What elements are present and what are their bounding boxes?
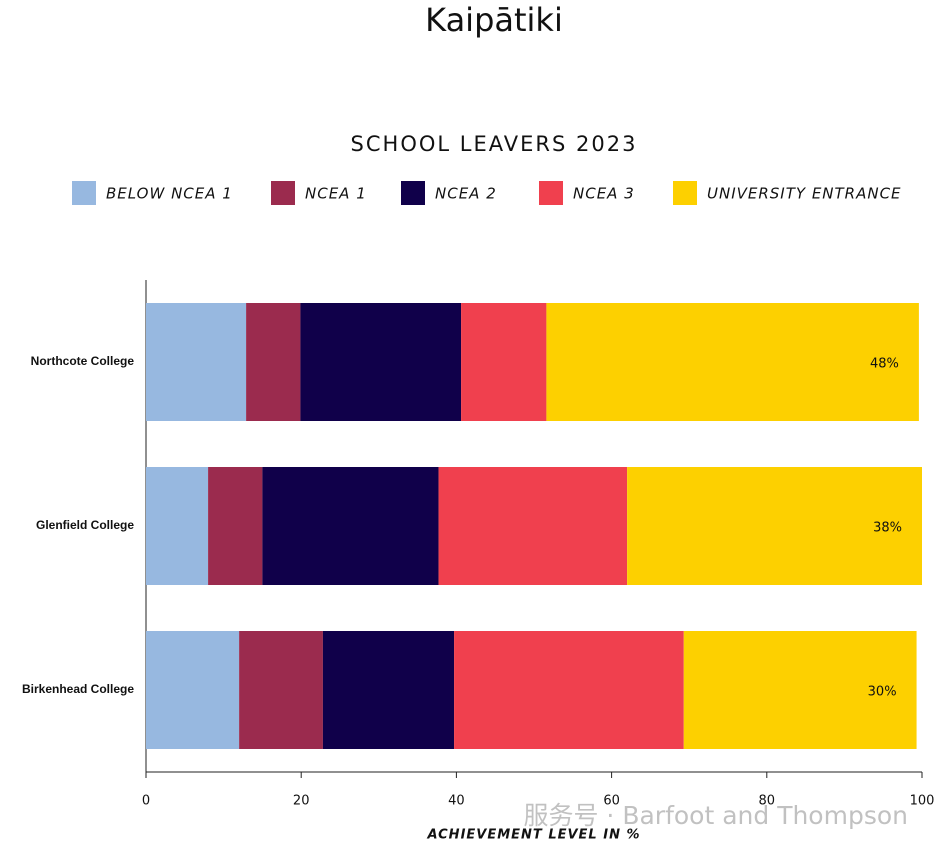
- legend-label: NCEA 3: [573, 185, 635, 203]
- x-tick-label: 20: [293, 794, 310, 809]
- y-tick-label: Glenfield College: [36, 518, 134, 532]
- bar-segment: [146, 631, 240, 749]
- legend-swatch: [539, 181, 563, 205]
- legend-swatch: [72, 181, 96, 205]
- bar-segment: [300, 303, 462, 421]
- x-tick-label: 80: [759, 794, 776, 809]
- data-label: 48%: [870, 357, 899, 372]
- data-label: 30%: [868, 685, 897, 700]
- y-tick-label: Northcote College: [31, 354, 135, 368]
- bar-segment: [454, 631, 684, 749]
- data-label: 38%: [873, 521, 902, 536]
- chart-title: Kaipātiki: [425, 1, 563, 39]
- y-tick-label: Birkenhead College: [22, 682, 134, 696]
- x-axis-label: ACHIEVEMENT LEVEL IN %: [426, 828, 640, 843]
- bar-segment: [262, 467, 439, 585]
- bar-segment: [239, 631, 323, 749]
- bar-segment: [322, 631, 455, 749]
- bar-segment: [683, 631, 917, 749]
- legend-label: BELOW NCEA 1: [106, 185, 233, 203]
- bar-segment: [546, 303, 919, 421]
- x-tick-label: 0: [142, 794, 150, 809]
- bar-segment: [146, 303, 247, 421]
- bar-segment: [246, 303, 301, 421]
- bar-segment: [461, 303, 547, 421]
- bar-segment: [438, 467, 628, 585]
- legend-label: UNIVERSITY ENTRANCE: [707, 185, 902, 203]
- legend-label: NCEA 2: [435, 185, 497, 203]
- legend-swatch: [673, 181, 697, 205]
- legend-label: NCEA 1: [305, 185, 367, 203]
- bar-segment: [146, 467, 209, 585]
- x-tick-label: 100: [910, 794, 935, 809]
- bar-segment: [208, 467, 263, 585]
- x-tick-label: 60: [603, 794, 620, 809]
- bar-segment: [627, 467, 922, 585]
- x-tick-label: 40: [448, 794, 465, 809]
- watermark: 服务号 · Barfoot and Thompson: [523, 801, 908, 830]
- legend-swatch: [271, 181, 295, 205]
- chart-subtitle: SCHOOL LEAVERS 2023: [351, 132, 638, 156]
- legend-swatch: [401, 181, 425, 205]
